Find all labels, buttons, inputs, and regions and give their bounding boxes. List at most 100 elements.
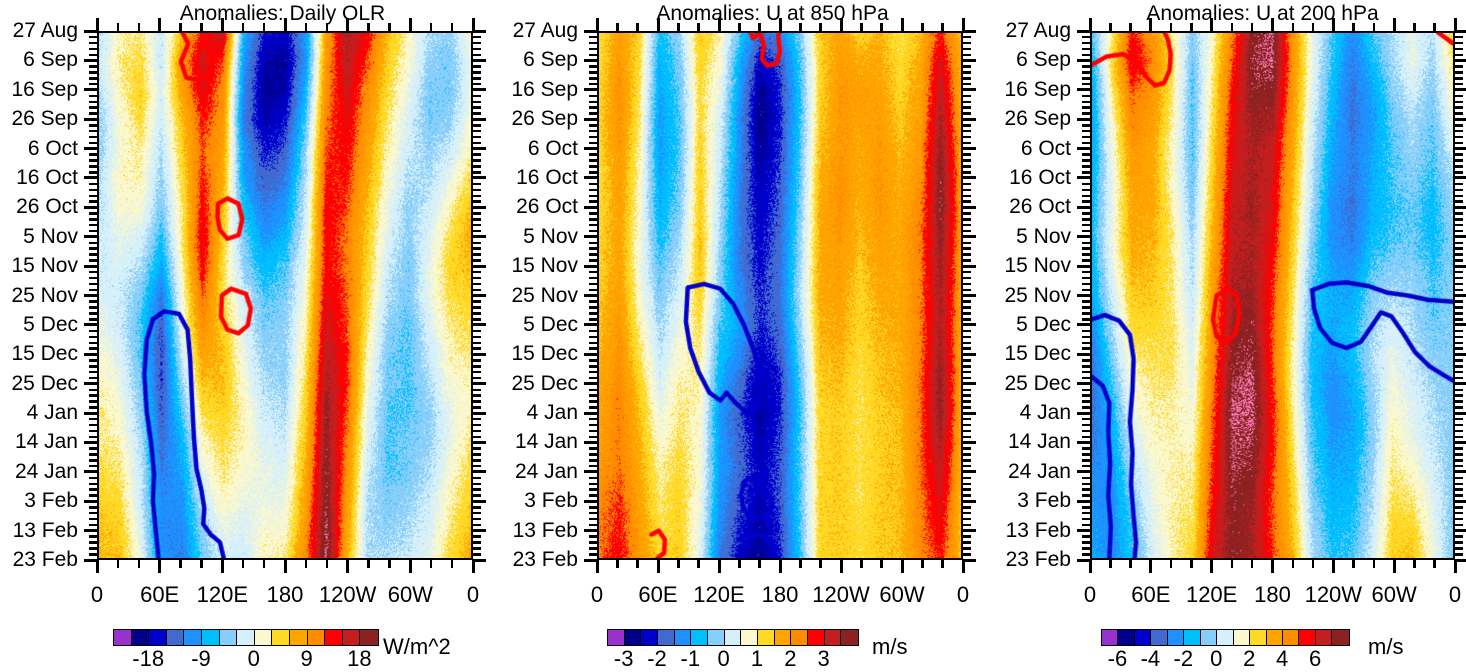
x-axis-minor-tick [677,23,680,32]
colorbar-swatch [807,630,825,645]
y-axis-minor-tick [472,535,481,538]
y-axis-minor-tick [589,247,598,250]
colorbar-swatch [360,630,378,645]
plot-area-u850[interactable] [597,31,963,560]
y-axis-minor-tick [472,165,481,168]
y-axis-minor-tick [962,141,971,145]
y-axis-minor-tick [589,212,598,215]
y-axis-minor-tick [89,288,98,292]
y-axis-minor-tick [1454,106,1463,109]
y-axis-minor-tick [1082,365,1091,368]
y-axis-minor-tick [1454,335,1463,339]
y-axis-tick-label: 25 Nov [1004,283,1071,307]
colorbar-swatch [1102,630,1119,645]
y-axis-minor-tick [962,359,971,362]
y-axis-minor-tick [89,212,98,215]
y-axis-minor-tick [589,194,598,198]
x-axis-minor-tick [880,559,883,568]
x-axis-minor-tick [304,23,308,32]
x-axis-major-tick [283,559,287,573]
plot-area-u200[interactable] [1090,31,1455,560]
y-axis-minor-tick [472,270,481,274]
y-axis-minor-tick [1454,129,1463,133]
y-axis-minor-tick [1082,276,1091,280]
y-axis-minor-tick [589,447,598,450]
y-axis-minor-tick [1454,71,1463,74]
x-axis-major-tick [1392,559,1396,573]
colorbar-swatch [325,630,343,645]
panel-title-u200: Anomalies: U at 200 hPa [1146,2,1379,25]
y-axis-minor-tick [962,259,971,262]
y-axis-major-tick [1454,323,1466,327]
y-axis-minor-tick [962,541,971,544]
y-axis-major-tick [1454,205,1466,209]
y-axis-minor-tick [1454,141,1463,145]
y-axis-minor-tick [589,106,598,109]
y-axis-minor-tick [1082,259,1091,262]
y-axis-minor-tick [472,129,481,133]
y-axis-minor-tick [589,47,598,51]
y-axis-minor-tick [1454,159,1463,162]
y-axis-minor-tick [589,488,598,491]
y-axis-minor-tick [962,229,971,233]
y-axis-major-tick [472,294,486,297]
colorbar-swatch [674,630,692,645]
y-axis-minor-tick [589,423,598,427]
x-axis-minor-tick [429,23,433,32]
y-axis-minor-tick [472,106,481,109]
y-axis-minor-tick [1082,547,1091,550]
y-axis-major-tick [962,176,976,180]
y-axis-minor-tick [472,388,481,392]
y-axis-minor-tick [1454,253,1463,256]
y-axis-minor-tick [589,182,598,186]
y-axis-minor-tick [589,329,598,333]
y-axis-minor-tick [472,288,481,292]
plot-area-olr[interactable] [97,31,473,560]
y-axis-minor-tick [589,365,598,368]
colorbar-tick-label: 0 [247,646,260,671]
y-axis-minor-tick [1454,182,1463,186]
colorbar-swatch [1217,630,1234,645]
y-axis-minor-tick [1082,159,1091,162]
x-axis-minor-tick [137,559,141,568]
y-axis-minor-tick [962,523,971,527]
y-axis-major-tick [1077,235,1091,239]
y-axis-tick-label: 5 Dec [523,312,578,336]
y-axis-minor-tick [89,453,98,456]
colorbar-tick-label: -18 [132,646,165,671]
y-axis-major-tick [1077,382,1091,386]
x-axis-major-tick [95,18,99,32]
x-axis-minor-tick [1129,559,1132,568]
y-axis-minor-tick [89,282,98,286]
y-axis-minor-tick [89,135,98,139]
x-axis-minor-tick [1250,559,1254,568]
y-axis-minor-tick [589,376,598,380]
x-axis-tick-label: 120W [1304,582,1363,607]
y-axis-minor-tick [1454,429,1463,433]
x-axis-minor-tick [1109,23,1112,32]
y-axis-minor-tick [1082,488,1091,491]
colorbar-tick-label: 18 [347,646,372,671]
y-axis-minor-tick [962,65,971,68]
y-axis-minor-tick [472,212,481,215]
x-axis-tick-label: 0 [590,582,604,607]
y-axis-minor-tick [89,276,98,280]
x-axis-minor-tick [388,23,391,32]
y-axis-major-tick [1454,88,1466,92]
y-axis-tick-label: 15 Nov [11,254,78,278]
y-axis-tick-label: 6 Oct [27,136,78,160]
y-axis-minor-tick [472,223,481,227]
y-axis-minor-tick [89,47,98,51]
y-axis-major-tick [962,235,976,239]
y-axis-minor-tick [472,306,481,309]
x-axis-major-tick [1088,559,1092,573]
y-axis-major-tick [962,205,976,209]
y-axis-major-tick [1077,264,1091,268]
y-axis-minor-tick [1082,100,1091,104]
y-axis-tick-label: 16 Sep [511,77,578,101]
colorbar-tick-label: 0 [1210,646,1223,671]
panel-u200: Anomalies: U at 200 hPa 27 Aug 6 Sep 16 Se… [980,0,1466,672]
y-axis-minor-tick [472,188,481,192]
y-axis-major-tick [1454,558,1466,562]
y-axis-major-tick [962,323,976,327]
